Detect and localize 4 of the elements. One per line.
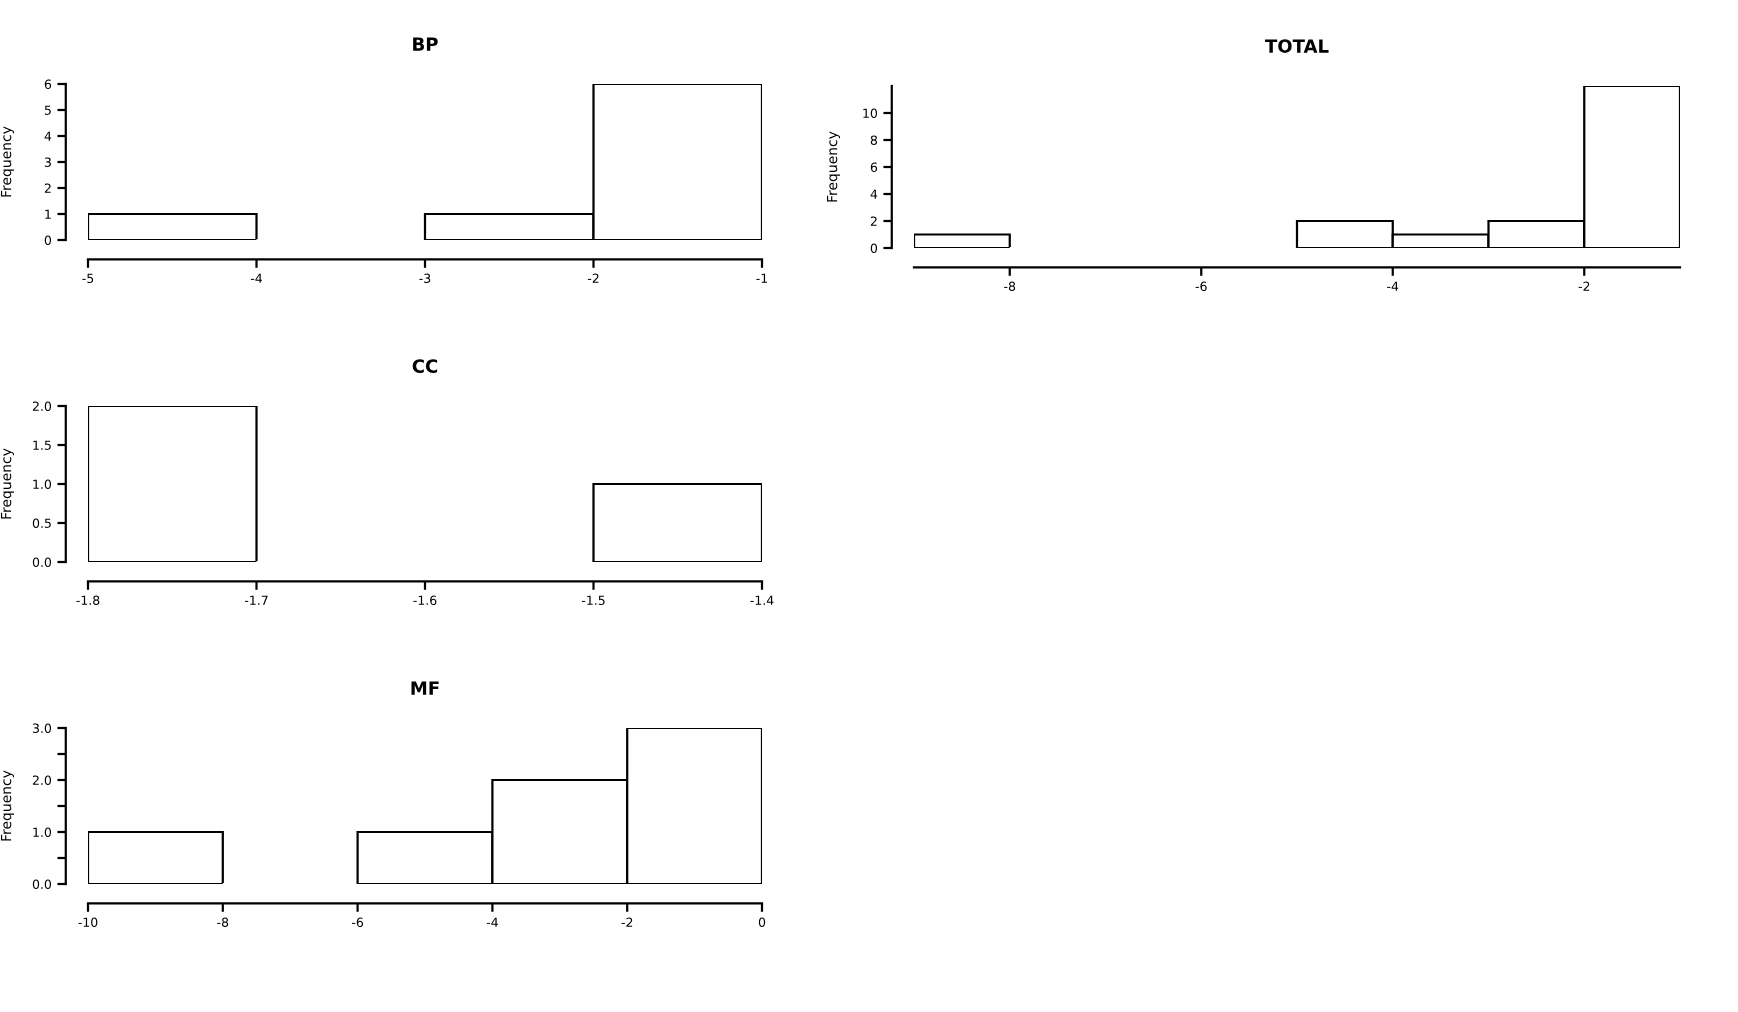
chart-title: TOTAL [1265,39,1329,53]
chart-title: CC [412,359,438,373]
chart-title: MF [411,681,439,695]
chart-title: BP [413,37,438,51]
